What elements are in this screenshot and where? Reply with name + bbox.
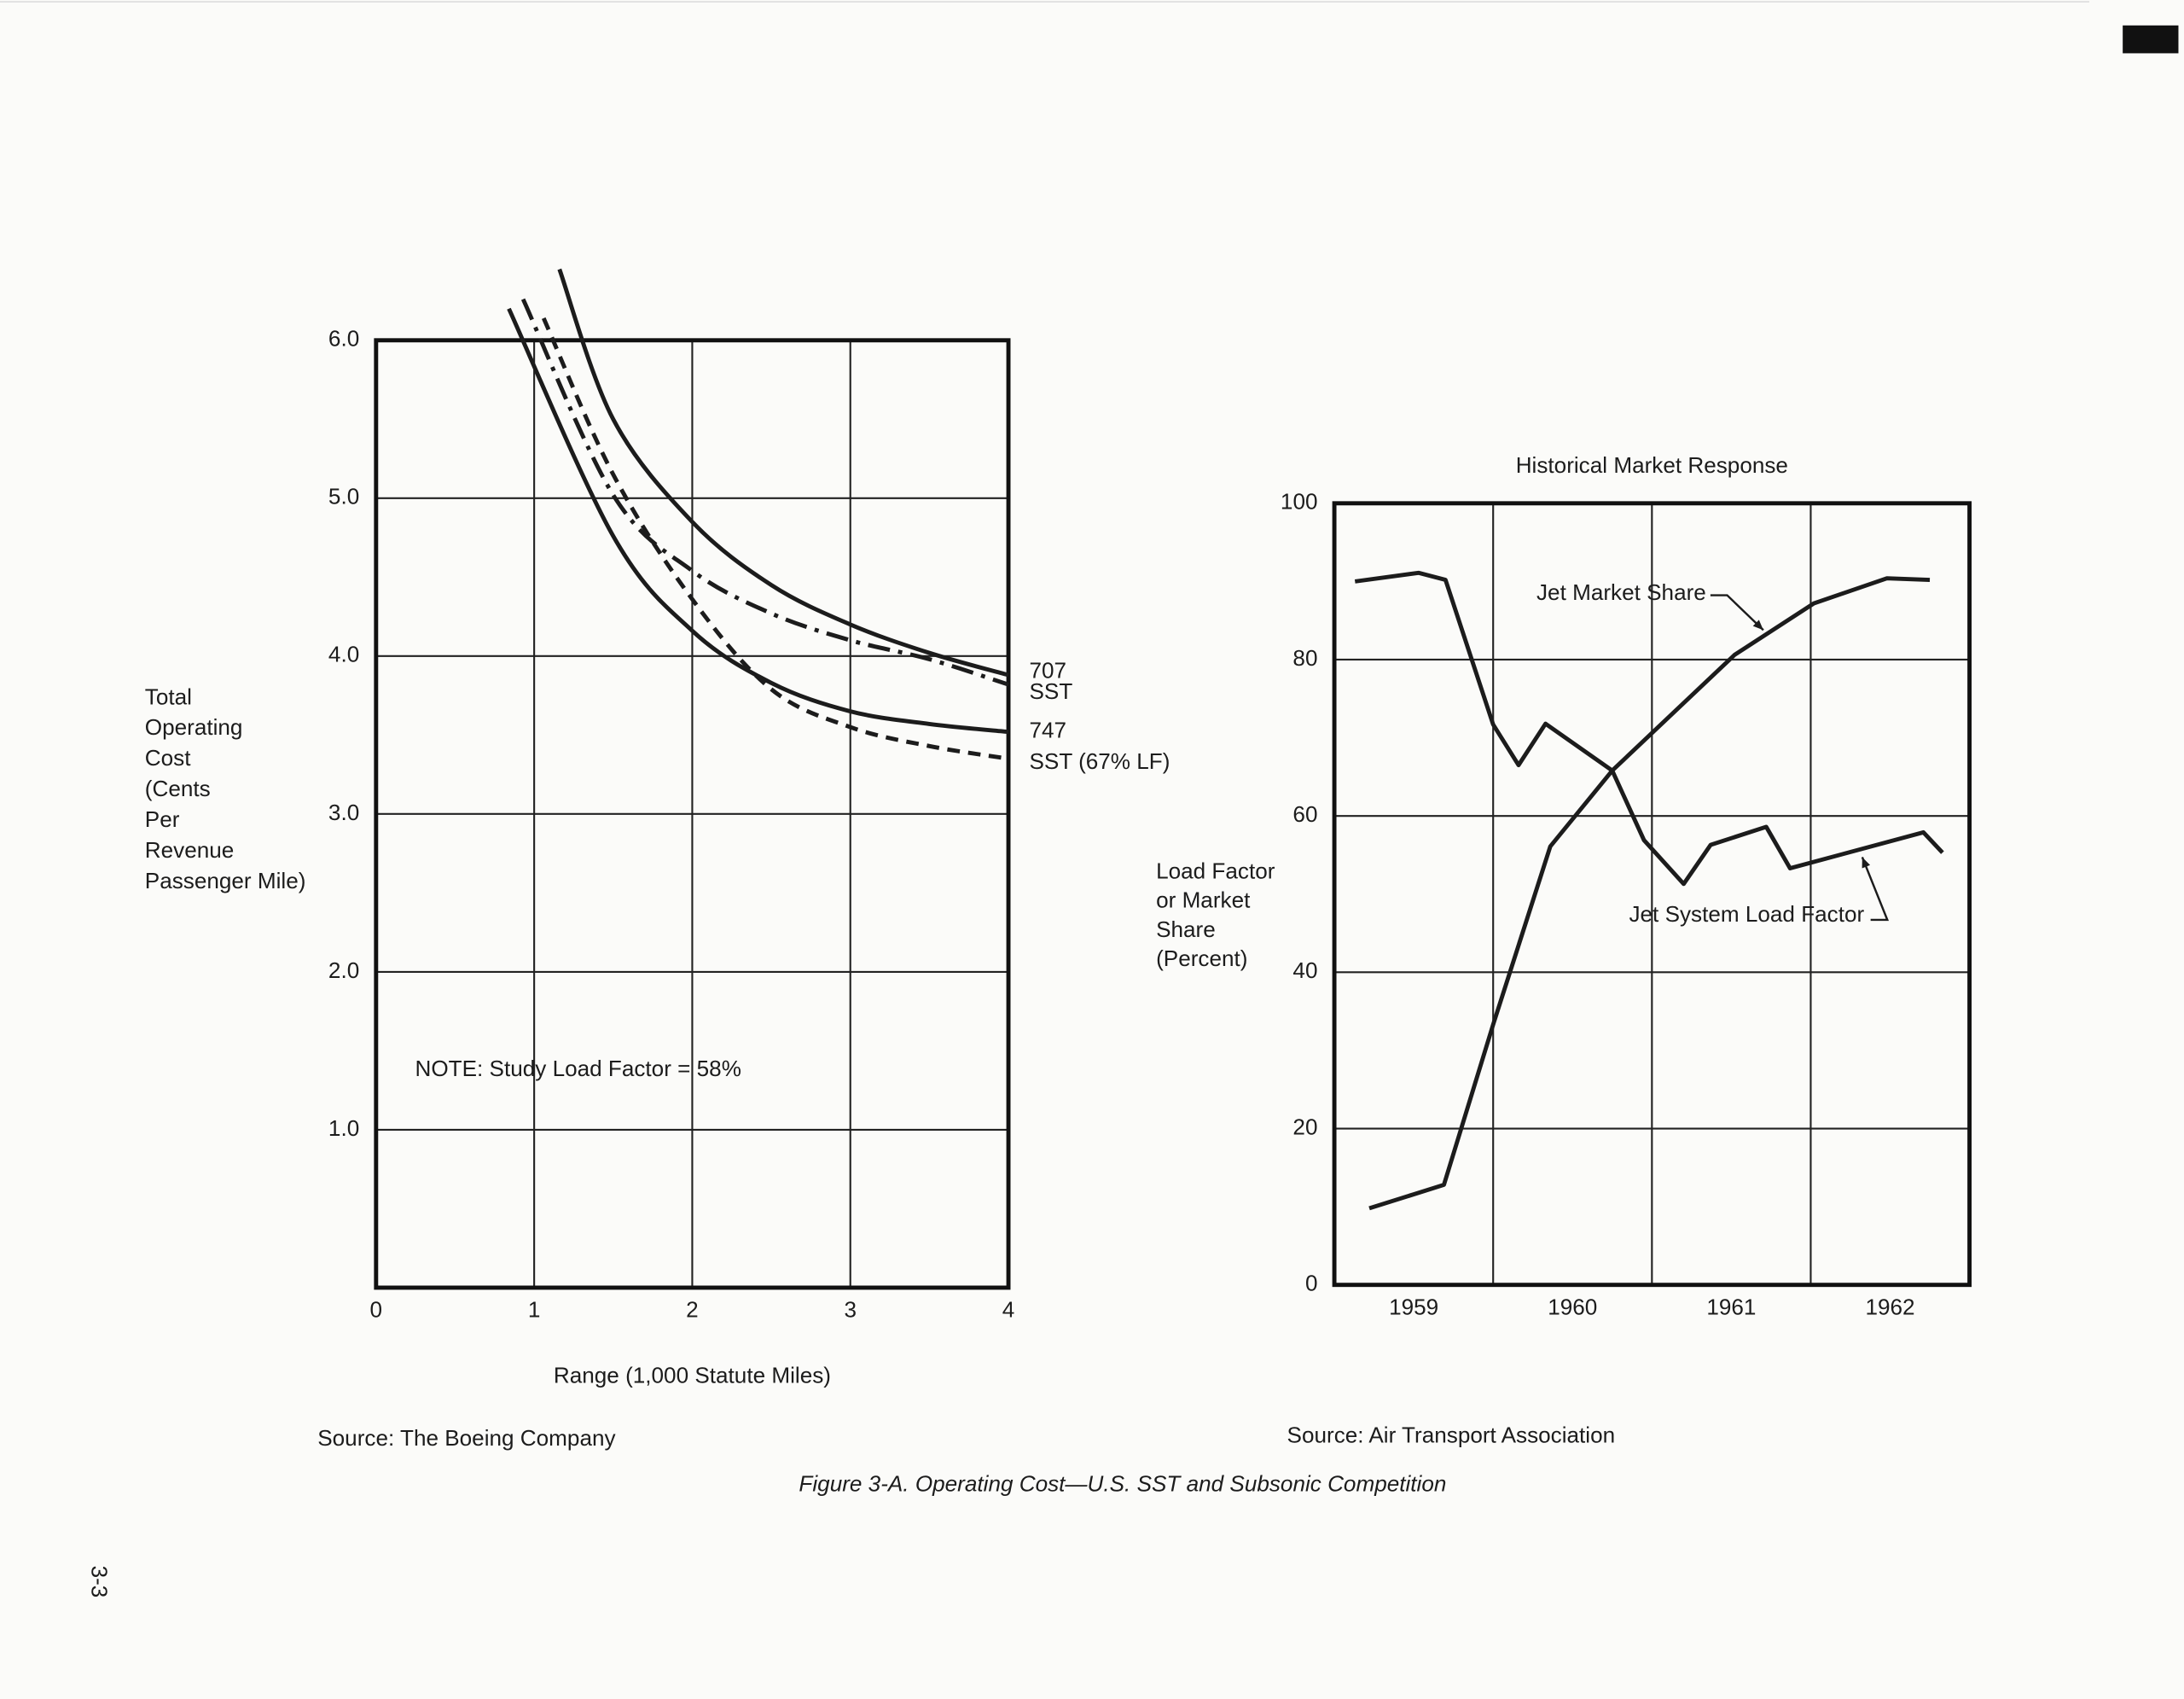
figure-caption: Figure 3-A. Operating Cost—U.S. SST and … <box>799 1471 1446 1497</box>
x-tick-label: 0 <box>370 1297 383 1323</box>
y-axis-label: Revenue <box>145 837 235 863</box>
x-tick-label: 4 <box>1002 1297 1015 1323</box>
series-label: SST (67% LF) <box>1030 748 1170 774</box>
y-tick-label: 0 <box>1305 1271 1318 1296</box>
y-axis-label: (Percent) <box>1156 946 1247 971</box>
y-tick-label: 3.0 <box>328 800 359 825</box>
x-tick-label: 3 <box>844 1297 857 1323</box>
chart: Historical Market Response 0 20 40 60 80 100 19… <box>1156 452 1972 1448</box>
source-note: Source: Air Transport Association <box>1287 1423 1616 1448</box>
data-line <box>1368 576 1931 1211</box>
y-axis-label: Operating <box>145 714 243 740</box>
label-arrowhead <box>1862 857 1871 869</box>
x-tick-label: 1962 <box>1865 1294 1914 1319</box>
x-tick-label: 2 <box>686 1297 699 1323</box>
label-arrow <box>1861 857 1890 922</box>
y-tick-label: 80 <box>1292 645 1317 671</box>
chart: 1.0 2.0 3.0 4.0 5.0 6.0 0 1 2 3 4 Total Operating Cos… <box>145 268 1170 1451</box>
chart-title: Historical Market Response <box>1516 452 1788 478</box>
y-axis-label: Passenger Mile) <box>145 868 306 893</box>
label-arrow <box>1710 594 1764 631</box>
y-tick-label: 100 <box>1281 489 1318 515</box>
annotation: NOTE: Study Load Factor = 58% <box>415 1056 741 1081</box>
page-number: 3-3 <box>86 1566 112 1598</box>
series-label: 707 <box>1030 658 1067 684</box>
x-tick-label: 1959 <box>1389 1294 1438 1319</box>
source-note: Source: The Boeing Company <box>317 1425 615 1451</box>
y-tick-label: 1.0 <box>328 1115 359 1141</box>
series-label: SST <box>1030 678 1073 704</box>
y-axis-label: Load Factor <box>1156 858 1275 883</box>
y-tick-label: 4.0 <box>328 642 359 667</box>
data-line <box>557 268 1009 678</box>
series-label: 747 <box>1030 718 1067 743</box>
series-label: Jet Market Share <box>1536 579 1706 605</box>
x-axis-label: Range (1,000 Statute Miles) <box>554 1362 831 1388</box>
series-label: Jet System Load Factor <box>1629 901 1864 927</box>
y-axis-label: Cost <box>145 745 191 771</box>
data-line <box>520 298 1009 687</box>
plot-frame <box>1332 501 1972 1288</box>
y-tick-label: 6.0 <box>328 326 359 352</box>
y-tick-label: 60 <box>1292 801 1317 827</box>
y-tick-label: 40 <box>1292 957 1317 983</box>
y-axis-label: or Market <box>1156 887 1251 913</box>
y-tick-label: 5.0 <box>328 484 359 509</box>
x-tick-label: 1960 <box>1548 1294 1597 1319</box>
y-tick-label: 20 <box>1292 1114 1317 1139</box>
data-line <box>1354 570 1944 887</box>
x-tick-label: 1 <box>528 1297 541 1323</box>
y-axis-label: Share <box>1156 916 1216 942</box>
y-axis-label: Total <box>145 684 192 709</box>
y-axis-label: (Cents <box>145 776 211 801</box>
data-line <box>507 307 1009 735</box>
label-arrowhead <box>1752 620 1763 631</box>
scan-decoration <box>0 1 2179 54</box>
y-axis-label: Per <box>145 806 180 832</box>
plot-frame <box>374 338 1011 1290</box>
x-tick-label: 1961 <box>1706 1294 1756 1319</box>
y-tick-label: 2.0 <box>328 957 359 983</box>
data-line <box>542 317 1009 761</box>
